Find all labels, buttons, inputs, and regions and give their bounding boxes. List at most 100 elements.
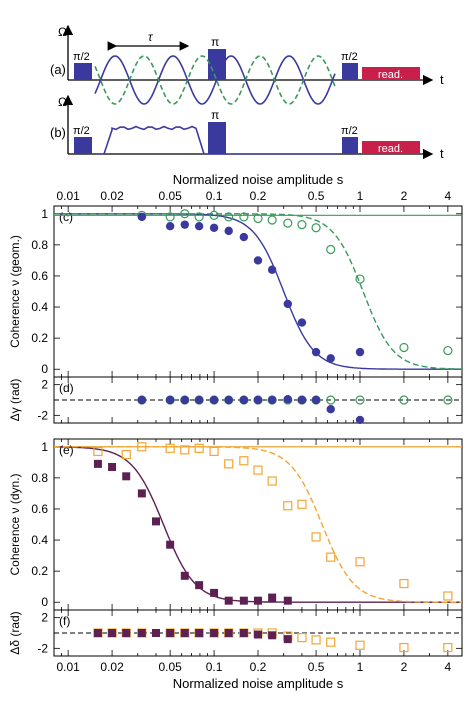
schematic-a-pulse-right xyxy=(342,63,358,80)
schematic-b-omega: Ω xyxy=(58,95,67,109)
x-tick-label-top: 0.2 xyxy=(250,189,267,203)
y-tick-label: 2 xyxy=(41,378,48,392)
x-axis-label-top: Normalized noise amplitude s xyxy=(173,172,344,187)
data-point xyxy=(355,395,365,405)
x-tick-label: 0.01 xyxy=(56,660,80,674)
x-tick-label-top: 0.5 xyxy=(308,189,325,203)
y-axis-label: Coherence ν (geom.) xyxy=(8,235,22,348)
data-point xyxy=(311,532,321,542)
data-point xyxy=(399,578,409,589)
schematic-a-omega: Ω xyxy=(58,25,67,39)
data-point xyxy=(194,222,204,231)
y-axis-label: Δδ (rad) xyxy=(8,611,22,654)
y-tick-label: 0.8 xyxy=(31,238,48,252)
x-axis-label: Normalized noise amplitude s xyxy=(173,676,344,691)
data-point xyxy=(239,395,249,405)
schematic-b-pulse-mid xyxy=(208,122,226,154)
y-axis-label: Δγ (rad) xyxy=(8,379,22,422)
data-point xyxy=(311,347,321,357)
data-point xyxy=(210,629,219,637)
schematic-b-pulse-right-label: π/2 xyxy=(341,125,358,137)
data-point xyxy=(108,462,117,471)
data-point xyxy=(399,642,409,653)
data-point xyxy=(137,629,146,637)
y-tick-label: 0 xyxy=(41,362,48,376)
data-point xyxy=(355,347,365,357)
data-point xyxy=(355,557,365,567)
data-point xyxy=(283,501,293,511)
data-point xyxy=(253,465,263,475)
data-point xyxy=(137,442,147,452)
data-point xyxy=(224,459,234,469)
data-point xyxy=(195,629,204,637)
data-point xyxy=(224,629,233,637)
x-tick-label-top: 0.05 xyxy=(158,189,182,203)
y-tick-label: 0 xyxy=(41,595,48,609)
y-tick-label: 1 xyxy=(41,440,48,454)
x-tick-label: 0.1 xyxy=(206,660,223,674)
data-point xyxy=(297,395,307,405)
data-point xyxy=(93,459,102,468)
data-point xyxy=(443,591,453,601)
data-point xyxy=(239,456,249,466)
data-point xyxy=(326,354,335,363)
x-tick-label: 1 xyxy=(357,660,364,674)
data-point xyxy=(137,395,147,405)
x-tick-label-top: 0.02 xyxy=(100,189,124,203)
schematic-a-pulse-mid-label: π xyxy=(211,35,219,49)
panel-label: (d) xyxy=(59,381,74,395)
y-tick-label: -2 xyxy=(37,641,48,655)
data-point xyxy=(267,265,277,274)
y-tick-label: 1 xyxy=(41,207,48,221)
schematic-b-t-label: t xyxy=(440,146,444,161)
x-tick-label: 4 xyxy=(445,660,452,674)
schematic-a-blue-wave xyxy=(94,55,336,105)
schematic-b: (b) Ω t π/2 π π/2 read. xyxy=(50,94,444,161)
data-point xyxy=(326,244,336,255)
schematic-b-pulse-mid-label: π xyxy=(211,108,219,122)
fit-curve-green xyxy=(54,213,462,370)
data-point xyxy=(267,476,277,486)
y-tick-label: 2 xyxy=(41,611,48,625)
data-point xyxy=(443,642,453,653)
panel-2: 0 0.2 0.4 0.6 0.8 1 (e) Coherence ν (dyn.) xyxy=(8,438,463,611)
data-point xyxy=(209,395,219,405)
data-point xyxy=(224,395,233,405)
data-point xyxy=(224,226,233,236)
data-point xyxy=(283,218,293,228)
data-point xyxy=(399,342,409,353)
x-tick-label-top: 0.01 xyxy=(56,189,80,203)
data-point xyxy=(326,637,336,647)
schematic-b-readout-label: read. xyxy=(378,143,403,155)
data-point xyxy=(283,635,292,644)
data-point xyxy=(209,210,219,220)
panel-label: (c) xyxy=(59,210,73,224)
panel-0: 0 0.2 0.4 0.6 0.8 1 (c) Coherence ν (geom.) 0.01… xyxy=(8,172,463,378)
data-point xyxy=(254,630,262,639)
data-point xyxy=(210,588,219,597)
data-point xyxy=(268,593,277,602)
schematic-b-pulse-left xyxy=(74,137,92,154)
data-point xyxy=(93,446,103,457)
y-tick-label: 0.2 xyxy=(31,331,48,345)
data-point xyxy=(355,640,365,650)
data-point xyxy=(297,632,307,643)
y-tick-label: 0.4 xyxy=(31,300,48,314)
data-point xyxy=(283,395,292,404)
data-point xyxy=(166,540,175,549)
schematic-b-pulse-right xyxy=(342,137,358,154)
schematic-a-readout xyxy=(362,67,420,80)
data-point xyxy=(165,212,175,222)
data-point xyxy=(195,581,204,590)
data-point xyxy=(165,222,175,231)
data-point xyxy=(283,299,292,309)
schematic-a: (a) Ω t π/2 π π/2 read. τ xyxy=(50,24,444,105)
data-point xyxy=(399,395,409,405)
data-point xyxy=(254,596,262,605)
data-point xyxy=(180,395,189,405)
data-point xyxy=(194,212,204,222)
schematic-b-readout xyxy=(362,141,420,154)
schematic-a-readout-label: read. xyxy=(378,69,403,81)
x-tick-label: 0.5 xyxy=(308,660,325,674)
